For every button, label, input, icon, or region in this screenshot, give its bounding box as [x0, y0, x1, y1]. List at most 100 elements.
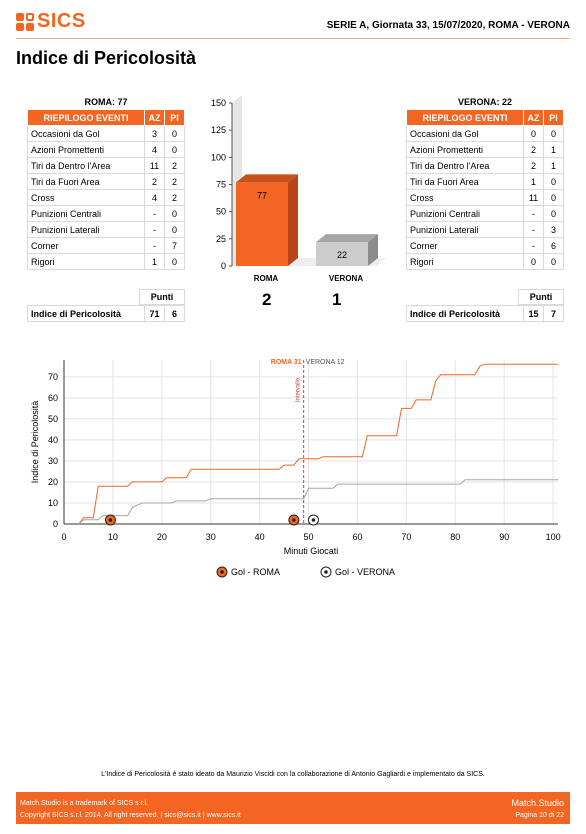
away-events-grid: RIEPILOGO EVENTI AZ PI Occasioni da Gol 0… [406, 109, 564, 270]
match-info: SERIE A, Giornata 33, 15/07/2020, ROMA -… [326, 20, 570, 31]
bar-side [288, 174, 298, 266]
bar-category-label: VERONA [329, 274, 363, 283]
event-label: Azioni Promettenti [27, 141, 145, 158]
pi-header: PI [164, 109, 185, 126]
pi-value: 1 [543, 141, 564, 158]
y-tick-label: 10 [48, 498, 58, 508]
table-header-row: RIEPILOGO EVENTI AZ PI [27, 109, 185, 126]
bar-category-label: ROMA [254, 274, 279, 283]
event-label: Cross [27, 189, 145, 206]
footer-trademark: Match.Studio is a trademark of SICS s.r.… [20, 800, 148, 807]
bar-side [368, 234, 378, 266]
y-tick-label: 0 [53, 519, 58, 529]
az-value: - [144, 221, 165, 238]
x-tick-label: 60 [352, 532, 362, 542]
pi-value: 0 [164, 125, 185, 142]
bar-value-label: 77 [257, 190, 267, 200]
bar-top [236, 174, 298, 183]
goal-verona-marker [307, 514, 319, 526]
pi-value: 6 [543, 237, 564, 254]
pi-value: 0 [164, 253, 185, 270]
y-axis-label: Indice di Pericolosità [30, 401, 40, 484]
pi-value: 0 [543, 125, 564, 142]
legend-verona-label: Gol - VERONA [335, 567, 395, 577]
away-goals: 1 [332, 290, 342, 309]
az-value: - [523, 205, 544, 222]
logo-text: SICS [37, 10, 86, 32]
pi-value: 0 [543, 205, 564, 222]
home-goals: 2 [262, 290, 272, 309]
az-value: 2 [144, 173, 165, 190]
home-events-grid: RIEPILOGO EVENTI AZ PI Occasioni da Gol 3… [27, 109, 185, 270]
index-label: Indice di Pericolosità [27, 305, 145, 322]
pi-value: 0 [543, 189, 564, 206]
legend-verona-icon [320, 566, 332, 578]
home-events-table: ROMA: 77 RIEPILOGO EVENTI AZ PI Occasion… [27, 96, 185, 322]
table-row: Occasioni da Gol 3 0 [27, 125, 185, 142]
table-row: Tiri da Fuori Area 1 0 [406, 173, 564, 190]
y-tick-label: 50 [48, 414, 58, 424]
pi-value: 0 [543, 253, 564, 270]
footnote: L'Indice di Pericolosità è stato ideato … [101, 771, 485, 778]
y-tick-label: 75 [216, 180, 226, 190]
table-row: Azioni Promettenti 2 1 [406, 141, 564, 158]
az-value: 3 [144, 125, 165, 142]
table-row: Punizioni Centrali -0 [27, 205, 185, 222]
az-value: 2 [523, 141, 544, 158]
table-row: Occasioni da Gol 0 0 [406, 125, 564, 142]
x-axis-label: Minuti Giocati [284, 546, 339, 556]
legend-roma-icon [216, 566, 228, 578]
az-header: AZ [144, 109, 165, 126]
halftime-away-tag: VERONA 12 [306, 359, 345, 366]
footer-copyright: Copyright SICS s.r.l. 2014. All right re… [20, 812, 241, 819]
table-row: Rigori 1 0 [27, 253, 185, 270]
danger-index-bar-chart: 0 25 50 75 100 125 150 77 ROMA 22 VERONA [211, 95, 386, 283]
az-value: 0 [523, 253, 544, 270]
series-verona-line [78, 479, 558, 525]
x-tick-label: 0 [61, 532, 66, 542]
footer-brand: Match.Studio [511, 798, 564, 808]
az-value: 4 [144, 189, 165, 206]
az-value: 11 [523, 189, 544, 206]
event-label: Occasioni da Gol [406, 125, 524, 142]
x-tick-label: 30 [206, 532, 216, 542]
event-label: Corner [406, 237, 524, 254]
ball-center-icon [108, 518, 113, 522]
event-label: Cross [406, 189, 524, 206]
home-index-row: Indice di Pericolosità 71 6 [27, 305, 185, 322]
table-row: Rigori 0 0 [406, 253, 564, 270]
event-label: Occasioni da Gol [27, 125, 145, 142]
event-label: Azioni Promettenti [406, 141, 524, 158]
az-value: 2 [523, 157, 544, 174]
punti-header: Punti [518, 289, 564, 305]
table-row: Cross 11 0 [406, 189, 564, 206]
az-value: - [523, 237, 544, 254]
pi-value: 2 [164, 173, 185, 190]
table-row: Punizioni Laterali -3 [406, 221, 564, 238]
event-label: Punizioni Centrali [406, 205, 524, 222]
footer-page-number: Pagina 10 di 22 [515, 812, 564, 819]
pi-value: 1 [543, 157, 564, 174]
x-tick-label: 20 [157, 532, 167, 542]
x-tick-label: 100 [546, 532, 561, 542]
x-tick-label: 10 [108, 532, 118, 542]
pi-value: 0 [164, 221, 185, 238]
y-tick-label: 60 [48, 393, 58, 403]
x-tick-label: 50 [304, 532, 314, 542]
halftime-label: Intervallo [296, 377, 302, 402]
legend-roma-label: Gol - ROMA [231, 567, 280, 577]
home-index-az: 71 [144, 305, 165, 322]
footer-bar: Match.Studio is a trademark of SICS s.r.… [16, 792, 570, 824]
bar-value-label: 22 [337, 250, 347, 260]
sics-logo-mark-icon [16, 12, 34, 31]
ball-center-icon [311, 518, 316, 522]
az-header: AZ [523, 109, 544, 126]
home-index-pi: 6 [164, 305, 185, 322]
y-tick-label: 30 [48, 456, 58, 466]
az-value: 11 [144, 157, 165, 174]
y-tick-label: 125 [211, 125, 226, 135]
y-tick-label: 25 [216, 234, 226, 244]
y-tick-label: 50 [216, 207, 226, 217]
az-value: - [144, 205, 165, 222]
y-tick-label: 100 [211, 152, 226, 162]
